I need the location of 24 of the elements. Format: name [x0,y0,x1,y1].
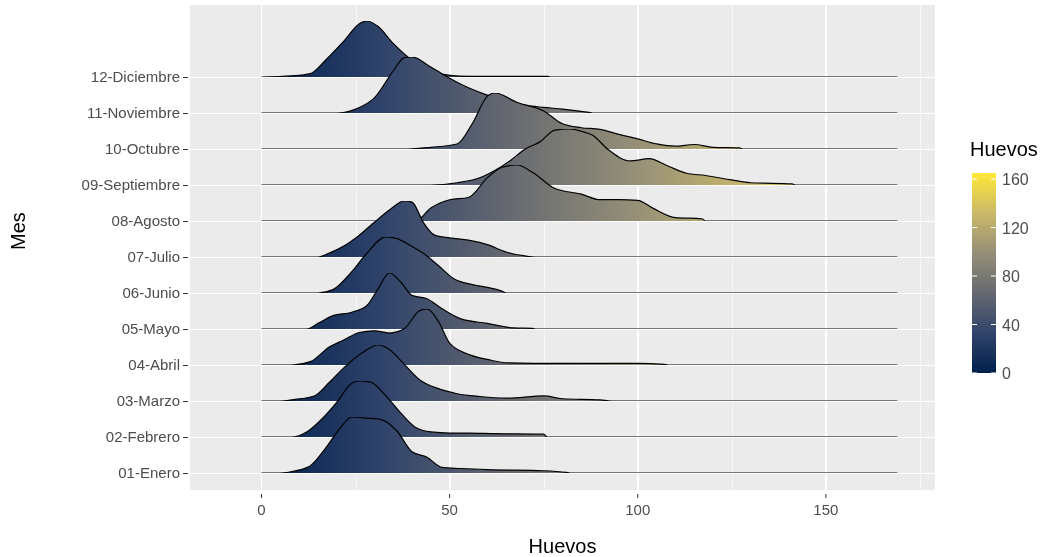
y-axis-title: 11-Noviembre [85,104,180,121]
y-axis-title: 04-Abril [127,356,180,373]
x-tick-label: 150 [813,501,839,518]
y-axis-title: 01-Enero [117,464,180,481]
color-bar-title: Huevos [970,138,1039,161]
x-tick-label: 50 [441,501,458,518]
color-bar-label: 40 [1002,316,1020,334]
y-axis-title: 07-Julio [127,248,180,265]
y-axis-title: 02-Febrero [104,428,180,445]
y-axis-title: 12-Diciembre [89,68,180,85]
x-tick-label: 100 [625,501,651,518]
y-axis-title: 05-Mayo [120,320,180,337]
x-axis-title: Huevos [528,535,597,557]
y-axis-title: 08-Agosto [111,212,180,229]
y-axis-title: 10-Octubre [103,140,180,157]
text: Mes [7,212,29,250]
x-tick-label: 0 [257,501,266,518]
color-bar-label: 160 [1002,171,1029,189]
y-axis-title: 06-Junio [121,284,180,301]
color-bar-label: 80 [1002,268,1020,286]
y-axis-title: 09-Septiembre [80,176,180,193]
color-bar-label: 0 [1002,365,1011,382]
y-axis-title: 03-Marzo [115,392,180,409]
color-bar-label: 120 [1002,219,1029,237]
